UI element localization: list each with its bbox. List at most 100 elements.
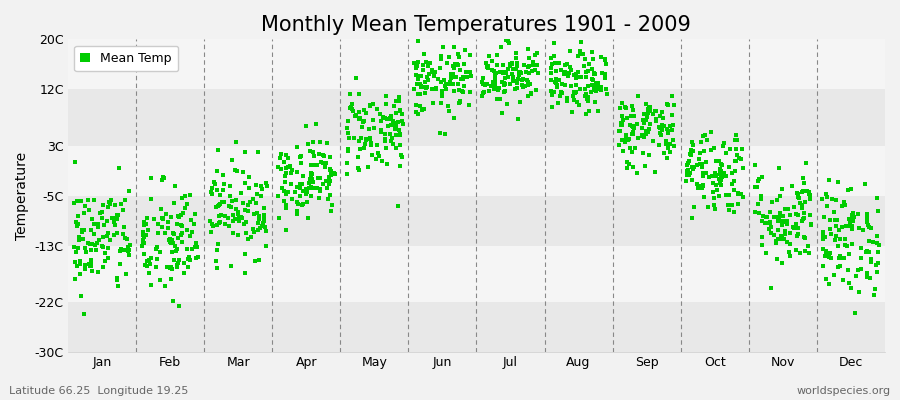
- Point: [183, 232, 197, 239]
- Point: [705, 173, 719, 179]
- Point: [568, 90, 582, 96]
- Point: [356, 119, 370, 125]
- Point: [378, 93, 392, 100]
- Point: [181, 264, 195, 270]
- Point: [277, 173, 292, 180]
- Point: [770, 240, 784, 246]
- Point: [77, 266, 92, 273]
- Point: [407, 60, 421, 66]
- Point: [293, 154, 308, 160]
- Point: [693, 161, 707, 168]
- Point: [772, 214, 787, 220]
- Point: [419, 59, 434, 66]
- Point: [860, 219, 874, 226]
- Point: [281, 155, 295, 162]
- Point: [725, 202, 740, 208]
- Point: [90, 240, 104, 246]
- Point: [356, 119, 370, 126]
- Point: [240, 202, 255, 208]
- Point: [580, 82, 595, 89]
- Point: [319, 159, 333, 166]
- Point: [803, 192, 817, 198]
- Point: [517, 62, 531, 68]
- Point: [161, 236, 176, 243]
- Point: [140, 258, 154, 264]
- Point: [371, 150, 385, 156]
- Point: [363, 103, 377, 110]
- Point: [482, 53, 496, 60]
- Point: [485, 58, 500, 64]
- Point: [491, 87, 506, 94]
- Point: [339, 125, 354, 131]
- Point: [698, 170, 713, 176]
- Point: [561, 73, 575, 79]
- Point: [144, 282, 158, 288]
- Point: [229, 139, 243, 145]
- Point: [569, 82, 583, 88]
- Point: [721, 202, 735, 208]
- Point: [73, 270, 87, 277]
- Point: [775, 186, 789, 192]
- Point: [492, 84, 507, 91]
- Point: [706, 180, 720, 186]
- Point: [447, 60, 462, 67]
- Point: [499, 37, 513, 43]
- Point: [456, 82, 471, 89]
- Point: [845, 217, 859, 224]
- Point: [140, 215, 154, 221]
- Point: [544, 88, 558, 94]
- Point: [378, 100, 392, 107]
- Point: [570, 99, 584, 106]
- Point: [452, 100, 466, 106]
- Point: [180, 227, 194, 233]
- Point: [207, 180, 221, 187]
- Point: [288, 189, 302, 196]
- Point: [818, 191, 832, 197]
- Point: [110, 275, 124, 281]
- Point: [75, 229, 89, 235]
- Point: [547, 78, 562, 85]
- Point: [290, 168, 304, 175]
- Point: [85, 241, 99, 247]
- Point: [180, 245, 194, 252]
- Point: [641, 110, 655, 117]
- Point: [783, 241, 797, 247]
- Point: [170, 264, 184, 270]
- Point: [589, 80, 603, 86]
- Point: [73, 260, 87, 267]
- Point: [514, 70, 528, 76]
- Point: [228, 215, 242, 222]
- Point: [707, 202, 722, 208]
- Point: [224, 263, 238, 270]
- Point: [755, 174, 770, 181]
- Point: [137, 240, 151, 246]
- Point: [278, 178, 293, 185]
- Point: [714, 161, 728, 168]
- Point: [175, 239, 189, 245]
- Point: [97, 250, 112, 256]
- Point: [409, 62, 423, 68]
- Point: [412, 81, 427, 88]
- Point: [395, 118, 410, 124]
- Point: [296, 200, 310, 207]
- Point: [170, 220, 184, 227]
- Point: [704, 147, 718, 154]
- Point: [250, 226, 265, 233]
- Point: [693, 183, 707, 190]
- Point: [552, 60, 566, 66]
- Point: [615, 136, 629, 143]
- Point: [320, 196, 335, 203]
- Point: [452, 54, 466, 60]
- Point: [586, 56, 600, 62]
- Point: [618, 104, 633, 111]
- Point: [667, 102, 681, 109]
- Point: [232, 216, 247, 222]
- Point: [147, 216, 161, 222]
- Point: [216, 187, 230, 193]
- Point: [842, 223, 856, 230]
- Point: [637, 134, 652, 141]
- Point: [631, 93, 645, 100]
- Point: [706, 145, 721, 151]
- Point: [191, 254, 205, 260]
- Point: [706, 189, 720, 195]
